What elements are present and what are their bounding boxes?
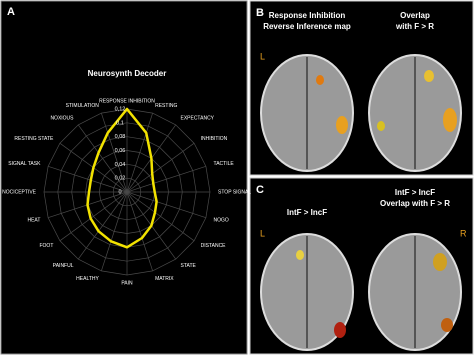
radial-tick-label: 0,02 xyxy=(115,176,126,182)
category-label: HEAT xyxy=(27,217,40,223)
spoke xyxy=(126,166,207,193)
caption: with F > R xyxy=(395,22,434,31)
spoke xyxy=(77,124,128,193)
category-label: SIGNAL TASK xyxy=(8,161,41,167)
brain-slices xyxy=(260,54,462,351)
activation-blob xyxy=(433,253,447,271)
category-label: NOGO xyxy=(214,217,229,223)
category-label: RESTING xyxy=(155,103,177,109)
caption: Reverse Inference map xyxy=(263,22,351,31)
side-label: L xyxy=(260,51,265,61)
activation-blob xyxy=(336,116,348,134)
category-label: RESPONSE INHIBITION xyxy=(99,98,155,104)
category-label: DISTANCE xyxy=(201,243,227,249)
radial-tick-label: 0 xyxy=(118,189,121,195)
panel-label: C xyxy=(256,184,264,196)
spoke xyxy=(126,191,195,242)
radial-tick-label: 0,08 xyxy=(115,134,126,140)
activation-blob xyxy=(334,322,346,338)
caption: Response Inhibition xyxy=(269,11,346,20)
spoke xyxy=(59,191,128,242)
panel-a-background xyxy=(0,0,248,355)
panel-label: A xyxy=(7,6,15,18)
side-label: L xyxy=(260,228,265,238)
spoke xyxy=(126,142,195,193)
category-label: STATE xyxy=(180,263,196,269)
category-label: PAINFUL xyxy=(53,263,74,269)
activation-blob xyxy=(443,108,457,132)
chart-title: Neurosynth Decoder xyxy=(88,69,167,78)
category-label: EXPECTANCY xyxy=(180,116,214,122)
activation-blob xyxy=(441,318,453,332)
category-label: STIMULATION xyxy=(66,103,100,109)
caption: Overlap xyxy=(400,11,430,20)
category-label: HEALTHY xyxy=(76,276,99,282)
category-label: NOXIOUS xyxy=(50,116,74,122)
spoke xyxy=(47,166,128,193)
category-label: TACTILE xyxy=(214,161,235,167)
spoke xyxy=(101,191,128,272)
category-label: MATRIX xyxy=(155,276,174,282)
activation-blob xyxy=(316,75,324,85)
category-label: INHIBITION xyxy=(201,136,228,142)
category-label: RESTING STATE xyxy=(14,136,54,142)
spoke xyxy=(126,191,207,218)
spoke xyxy=(101,112,128,193)
activation-blob xyxy=(296,250,304,260)
category-label: PAIN xyxy=(121,280,133,286)
caption: IntF > IncF xyxy=(287,208,327,217)
activation-blob xyxy=(377,121,385,131)
activation-blob xyxy=(424,70,434,82)
spoke xyxy=(126,112,153,193)
spoke xyxy=(126,191,153,272)
caption: Overlap with F > R xyxy=(380,199,450,208)
category-label: FOOT xyxy=(39,243,53,249)
category-label: NOCICEPTIVE xyxy=(2,189,37,195)
side-label: R xyxy=(460,228,467,238)
radial-tick-label: 0,04 xyxy=(115,162,126,168)
spoke xyxy=(77,191,128,260)
radial-tick-label: 0,06 xyxy=(115,148,126,154)
radar-line xyxy=(86,107,158,249)
category-label: STOP SIGNAL xyxy=(218,189,251,195)
panel-label: B xyxy=(256,7,264,19)
caption: IntF > IncF xyxy=(395,188,435,197)
radial-tick-label: 0,1 xyxy=(116,120,124,126)
radial-tick-label: 0,12 xyxy=(115,106,126,112)
